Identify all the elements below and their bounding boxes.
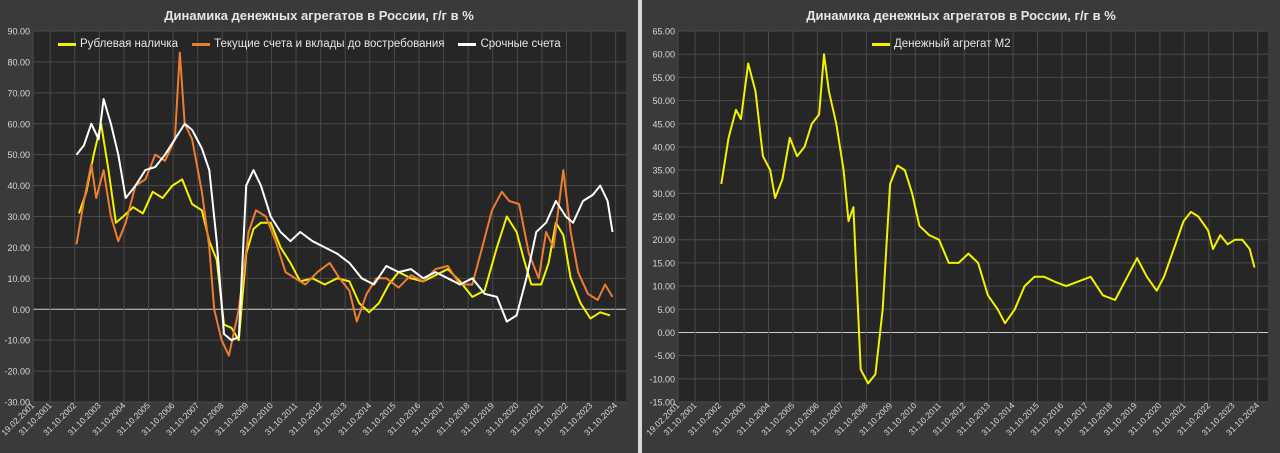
y-tick-label: 15.00 xyxy=(652,258,675,268)
chart-legend-right: Денежный агрегат М2 xyxy=(872,38,1011,50)
legend-item: Рублевая наличка xyxy=(58,38,178,50)
y-tick-label: 30.00 xyxy=(652,189,675,199)
y-tick-label: 20.00 xyxy=(652,235,675,245)
y-tick-label: 10.00 xyxy=(7,274,30,284)
y-tick-label: 90.00 xyxy=(7,27,30,37)
legend-item: Срочные счета xyxy=(458,38,561,50)
y-tick-label: 25.00 xyxy=(652,212,675,222)
legend-swatch xyxy=(58,42,76,46)
chart-legend-left: Рублевая наличка Текущие счета и вклады д… xyxy=(58,38,561,50)
chart-title: Динамика денежных агрегатов в России, г/… xyxy=(164,8,474,23)
legend-item: Денежный агрегат М2 xyxy=(872,38,1011,50)
chart-panel-right: Динамика денежных агрегатов в России, г/… xyxy=(642,0,1280,453)
y-tick-label: 60.00 xyxy=(7,119,30,129)
y-tick-label: -10.00 xyxy=(649,374,675,384)
series-line-0 xyxy=(720,53,1256,385)
legend-item: Текущие счета и вклады до востребования xyxy=(192,38,444,50)
y-tick-label: 45.00 xyxy=(652,119,675,129)
y-tick-label: -30.00 xyxy=(4,398,30,408)
panel-divider xyxy=(638,0,642,453)
legend-label: Денежный агрегат М2 xyxy=(894,38,1011,50)
legend-label: Рублевая наличка xyxy=(80,38,179,50)
y-tick-label: 0.00 xyxy=(12,305,30,315)
y-tick-label: 80.00 xyxy=(7,57,30,67)
y-tick-label: -5.00 xyxy=(654,351,675,361)
legend-label: Текущие счета и вклады до востребования xyxy=(214,38,445,50)
legend-swatch xyxy=(458,42,477,46)
series-line-0 xyxy=(78,122,611,342)
y-tick-label: 50.00 xyxy=(7,150,30,160)
chart-svg-left: 90.00 80.00 70.00 60.00 50.00 40.00 30.00 20.00… xyxy=(0,27,626,437)
y-tick-label: 40.00 xyxy=(7,181,30,191)
chart-panel-left: Динамика денежных агрегатов в России, г/… xyxy=(0,0,638,453)
legend-swatch xyxy=(872,42,890,46)
chart-title: Динамика денежных агрегатов в России, г/… xyxy=(806,8,1116,23)
y-tick-label: 30.00 xyxy=(7,212,30,222)
y-tick-label: 55.00 xyxy=(652,73,675,83)
y-tick-label: 70.00 xyxy=(7,88,30,98)
y-tick-label: -15.00 xyxy=(649,398,675,408)
y-tick-label: -20.00 xyxy=(4,367,30,377)
y-tick-label: 60.00 xyxy=(652,50,675,60)
y-tick-label: 50.00 xyxy=(652,96,675,106)
y-tick-label: 40.00 xyxy=(652,142,675,152)
y-tick-label: 5.00 xyxy=(657,305,675,315)
y-tick-label: 10.00 xyxy=(652,282,675,292)
legend-label: Срочные счета xyxy=(480,38,561,50)
y-tick-label: 0.00 xyxy=(657,328,675,338)
series-line-2 xyxy=(75,98,614,342)
y-tick-label: 20.00 xyxy=(7,243,30,253)
chart-svg-right: 65.00 60.00 55.00 50.00 45.00 40.00 35.00 30.00… xyxy=(644,27,1268,437)
legend-swatch xyxy=(192,42,211,46)
y-tick-label: 35.00 xyxy=(652,166,675,176)
y-tick-label: 65.00 xyxy=(652,27,675,37)
y-tick-label: -10.00 xyxy=(4,336,30,346)
